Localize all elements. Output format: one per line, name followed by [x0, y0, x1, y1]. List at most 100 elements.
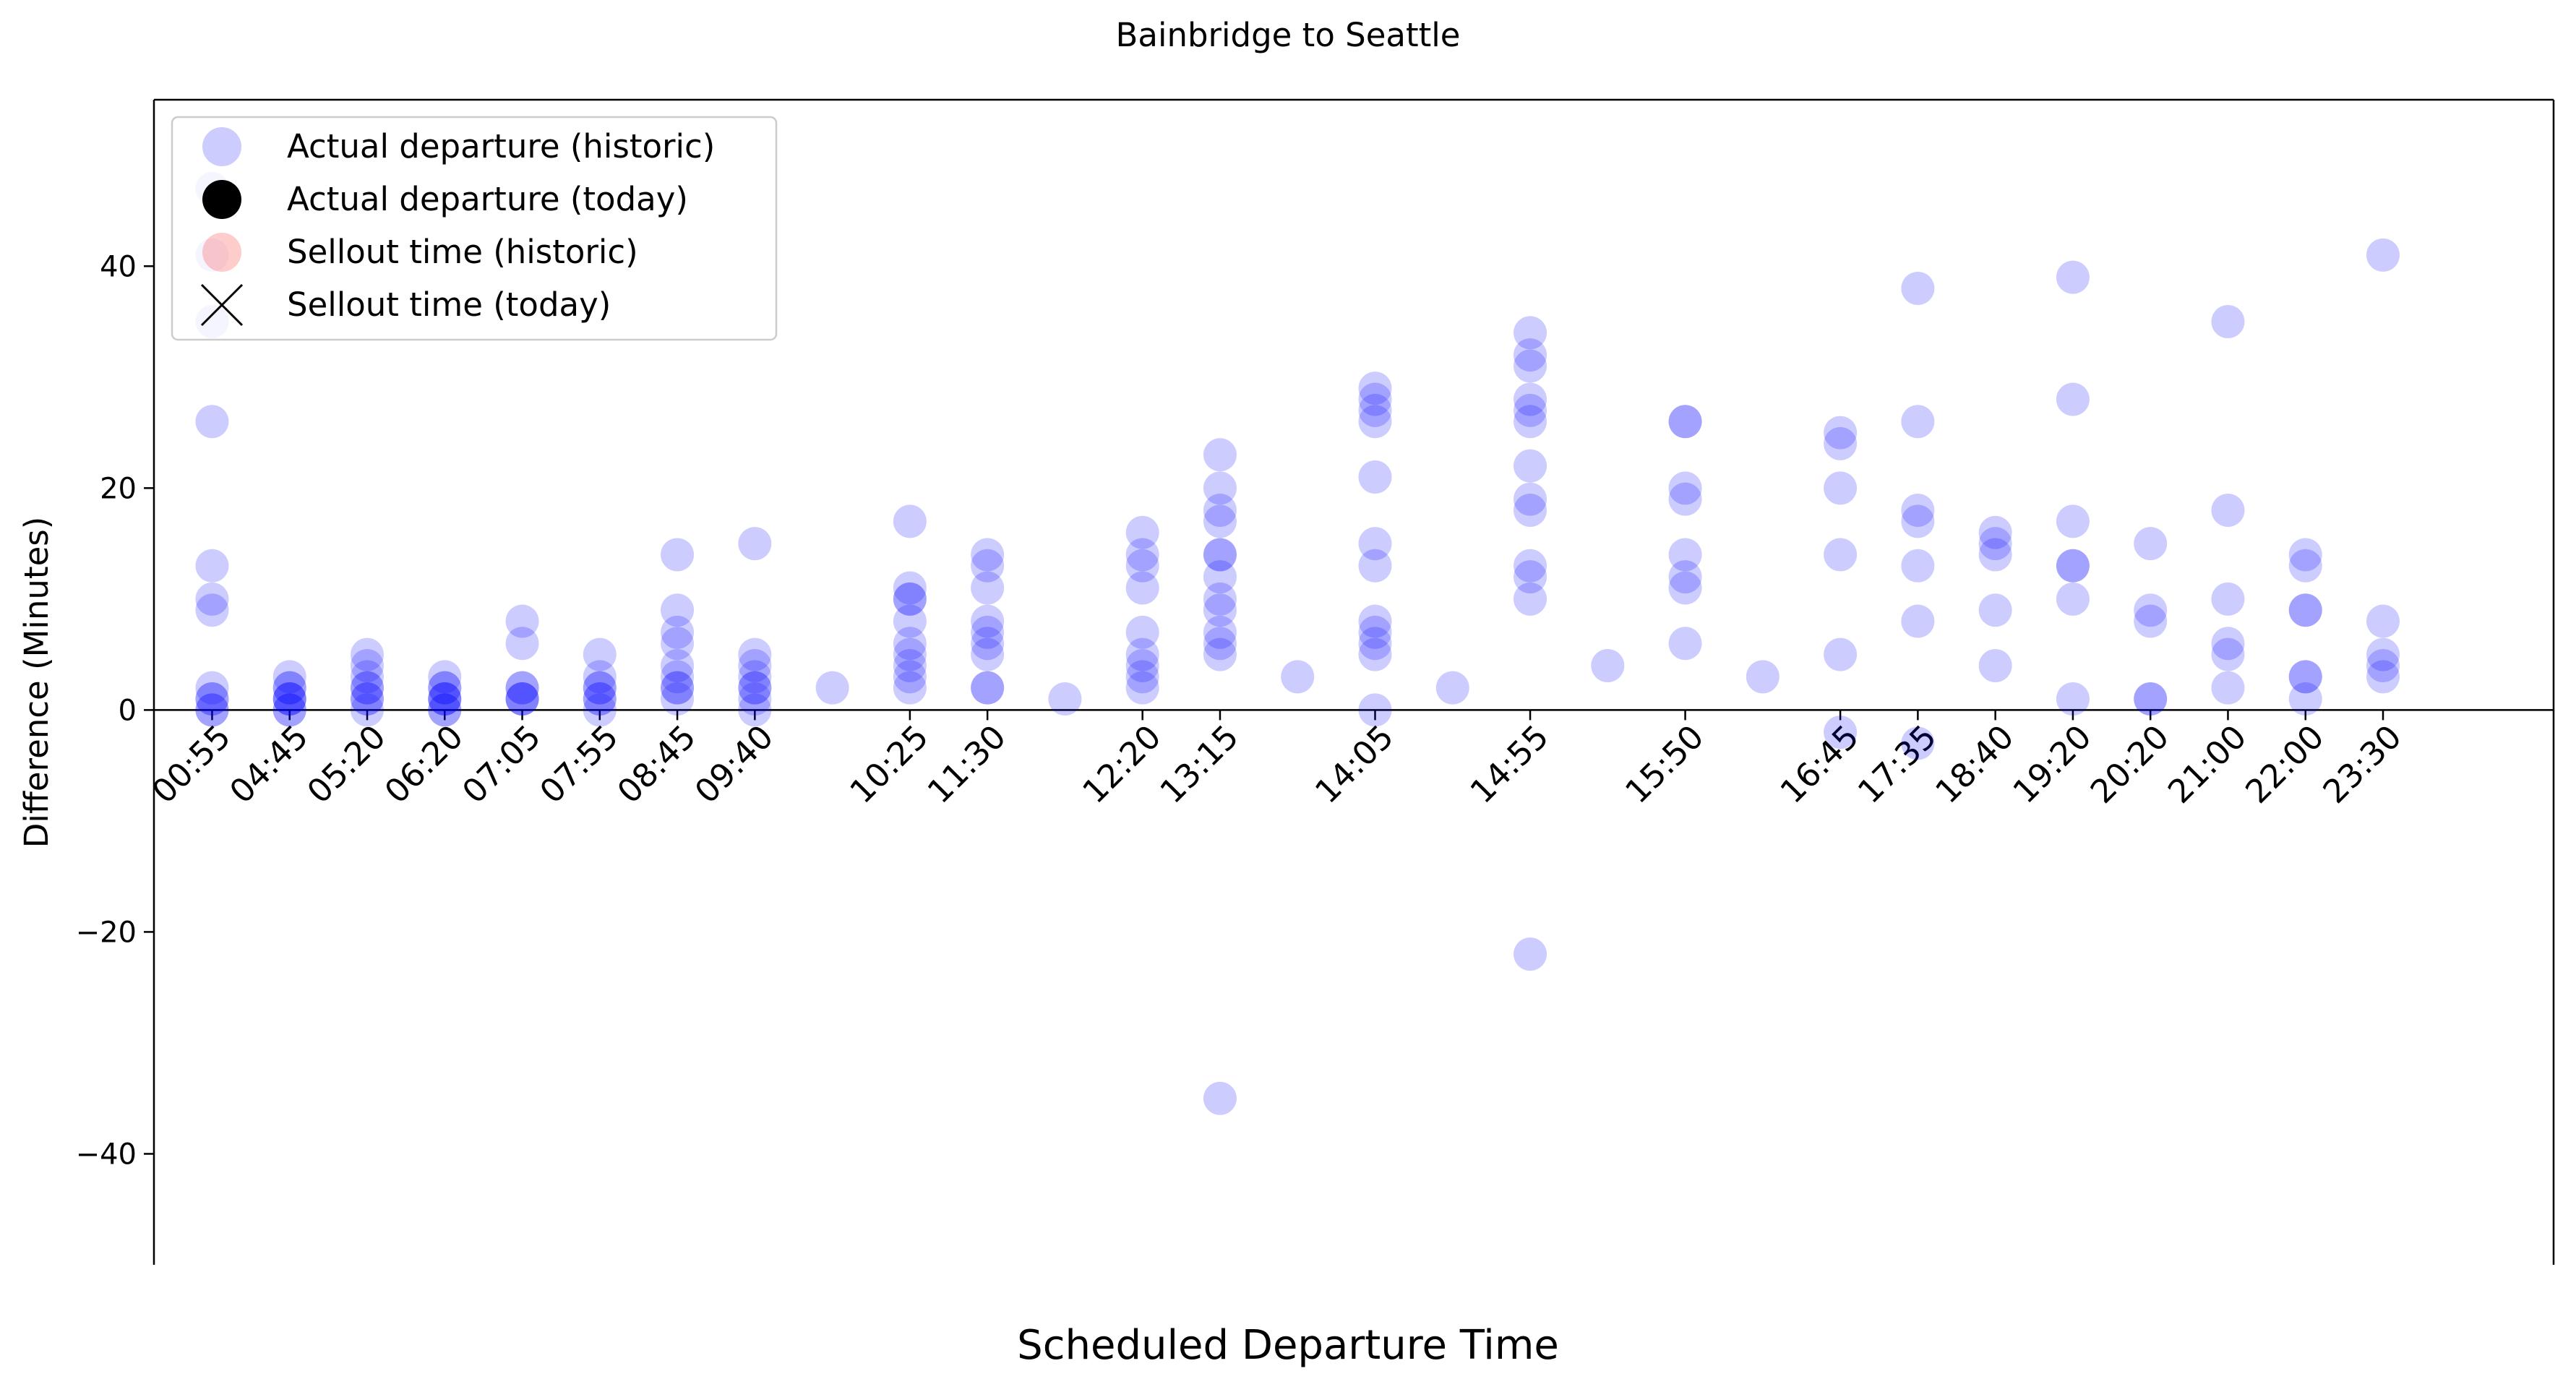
- data-point: [738, 660, 772, 694]
- data-point: [428, 671, 462, 705]
- data-point: [1514, 482, 1547, 516]
- data-point: [2366, 660, 2400, 694]
- data-points: [195, 171, 2400, 1115]
- data-point: [738, 671, 772, 705]
- x-tick-label: 05:20: [300, 718, 393, 811]
- data-point: [2211, 494, 2245, 528]
- data-point: [505, 604, 539, 638]
- data-point: [1203, 471, 1237, 505]
- data-point: [2056, 549, 2090, 583]
- data-point: [1901, 549, 1935, 583]
- data-point: [2056, 582, 2090, 616]
- data-point: [661, 682, 695, 716]
- data-point: [1978, 538, 2012, 572]
- data-point: [1824, 538, 1858, 572]
- legend-label: Sellout time (today): [287, 285, 611, 324]
- data-point: [971, 604, 1005, 638]
- data-point: [1668, 571, 1702, 605]
- data-point: [1668, 627, 1702, 661]
- data-point: [350, 682, 384, 716]
- data-point: [1514, 349, 1547, 383]
- data-point: [1514, 316, 1547, 350]
- data-point: [505, 682, 539, 716]
- data-point: [1203, 560, 1237, 594]
- data-point: [1203, 538, 1237, 572]
- data-point: [1514, 560, 1547, 594]
- data-point: [661, 660, 695, 694]
- data-point: [1514, 338, 1547, 372]
- x-tick-label: 15:50: [1618, 718, 1711, 811]
- data-point: [1203, 637, 1237, 671]
- data-point: [1901, 271, 1935, 305]
- data-point: [1824, 426, 1858, 460]
- data-point: [1358, 460, 1392, 494]
- data-point: [1901, 604, 1935, 638]
- data-point: [1125, 615, 1159, 649]
- data-point: [2211, 637, 2245, 671]
- data-point: [738, 693, 772, 727]
- y-tick-label: 20: [100, 472, 137, 505]
- data-point: [1978, 593, 2012, 627]
- data-point: [272, 671, 306, 705]
- data-point: [350, 671, 384, 705]
- data-point: [350, 671, 384, 705]
- data-point: [1591, 648, 1625, 682]
- data-point: [1358, 382, 1392, 416]
- data-point: [893, 604, 927, 638]
- data-point: [2288, 593, 2322, 627]
- x-tick-label: 04:45: [222, 718, 315, 811]
- data-point: [583, 671, 617, 705]
- data-point: [2211, 305, 2245, 339]
- x-tick-label: 14:55: [1463, 718, 1556, 811]
- data-point: [1901, 405, 1935, 439]
- chart-title: Bainbridge to Seattle: [1116, 16, 1461, 54]
- data-point: [583, 693, 617, 727]
- data-point: [971, 671, 1005, 705]
- data-point: [2134, 682, 2168, 716]
- data-point: [738, 527, 772, 561]
- data-point: [505, 682, 539, 716]
- data-point: [195, 671, 229, 705]
- data-point: [893, 637, 927, 671]
- data-point: [1901, 504, 1935, 538]
- data-point: [2056, 382, 2090, 416]
- data-point: [350, 637, 384, 671]
- data-point: [971, 549, 1005, 583]
- data-point: [1901, 494, 1935, 528]
- data-point: [1668, 560, 1702, 594]
- data-point: [583, 637, 617, 671]
- data-point: [661, 627, 695, 661]
- x-tick-label: 09:40: [687, 718, 781, 811]
- data-point: [1978, 527, 2012, 561]
- data-point: [1824, 416, 1858, 450]
- data-point: [272, 693, 306, 727]
- data-point: [1514, 937, 1547, 971]
- data-point: [1668, 471, 1702, 505]
- y-axis-ticks: −40 −20 0 20 40: [76, 250, 154, 1171]
- x-axis-label: Scheduled Departure Time: [1017, 1322, 1559, 1369]
- y-tick-label: 0: [119, 694, 137, 727]
- data-point: [2288, 682, 2322, 716]
- data-point: [1824, 716, 1858, 749]
- data-point: [661, 538, 695, 572]
- data-point: [661, 593, 695, 627]
- data-point: [2134, 604, 2168, 638]
- data-point: [815, 671, 849, 705]
- data-point: [2366, 637, 2400, 671]
- data-point: [505, 671, 539, 705]
- data-point: [505, 627, 539, 661]
- data-point: [428, 682, 462, 716]
- data-point: [2366, 648, 2400, 682]
- x-tick-label: 21:00: [2160, 718, 2254, 811]
- data-point: [2056, 549, 2090, 583]
- data-point: [428, 693, 462, 727]
- data-point: [893, 660, 927, 694]
- data-point: [505, 671, 539, 705]
- data-point: [1203, 615, 1237, 649]
- data-point: [971, 538, 1005, 572]
- data-point: [1203, 494, 1237, 528]
- data-point: [1668, 405, 1702, 439]
- data-point: [2211, 582, 2245, 616]
- data-point: [272, 671, 306, 705]
